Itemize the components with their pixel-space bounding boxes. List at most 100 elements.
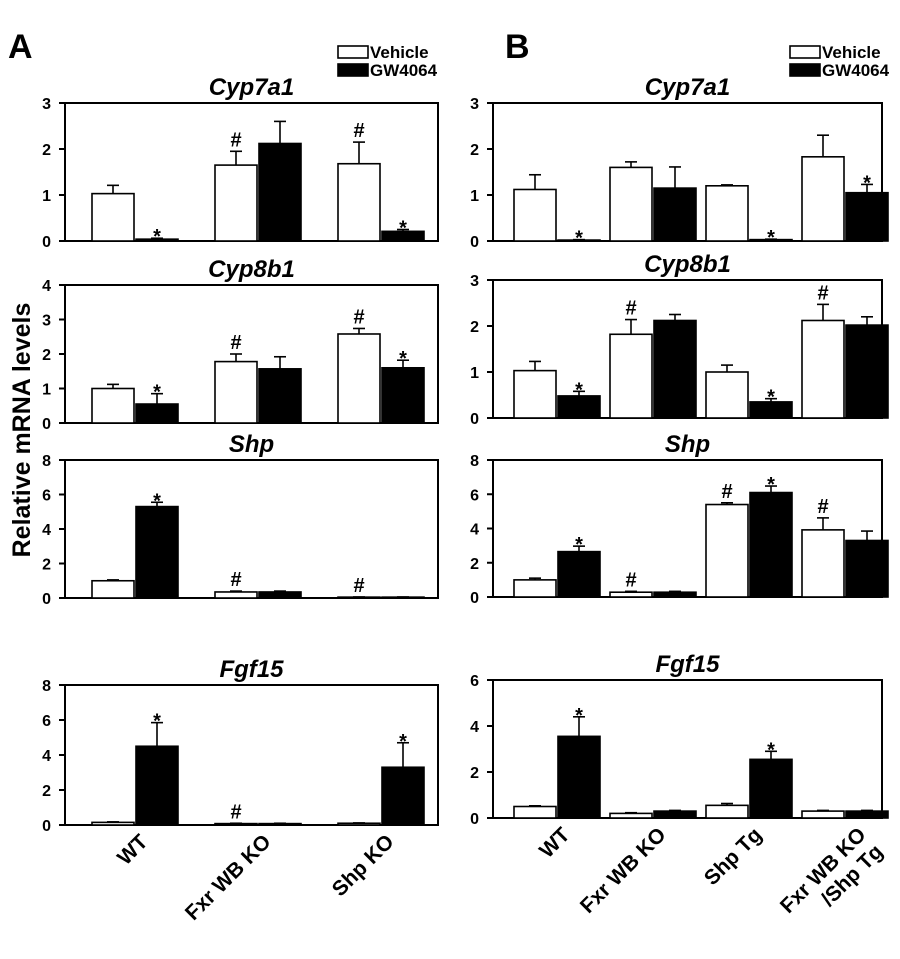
bar-gw4064	[557, 550, 601, 598]
significance-asterisk: *	[575, 228, 583, 250]
significance-asterisk: *	[153, 711, 161, 733]
bar-vehicle	[214, 591, 258, 599]
significance-asterisk: *	[153, 226, 161, 248]
significance-asterisk: *	[767, 387, 775, 409]
y-tick-label: 2	[42, 142, 51, 159]
bar-vehicle	[705, 804, 749, 819]
category-label: WT	[113, 830, 152, 869]
legend-label-vehicle-a: Vehicle	[370, 43, 429, 62]
chart-a-cyp8b1: Cyp8b1 0 1 2 3 4 * # # *	[42, 256, 439, 433]
y-tick-label: 1	[42, 188, 51, 205]
significance-asterisk: *	[575, 705, 583, 727]
y-tick-label: 3	[42, 96, 51, 113]
significance-hash: #	[721, 481, 732, 503]
y-tick-label: 0	[42, 234, 51, 251]
bar-gw4064	[845, 539, 889, 598]
panel-letter-b: B	[505, 28, 530, 66]
bar-vehicle	[801, 810, 845, 819]
y-tick-label: 0	[42, 591, 51, 608]
bar-vehicle	[214, 360, 258, 424]
y-tick-label: 0	[470, 590, 479, 607]
bar-gw4064	[135, 745, 179, 826]
legend-swatch-vehicle-a	[337, 45, 369, 59]
bar-gw4064	[381, 366, 425, 424]
bar-vehicle	[91, 579, 135, 599]
y-tick-label: 2	[470, 765, 479, 782]
bar-vehicle	[801, 529, 845, 598]
bar-gw4064	[258, 591, 302, 599]
significance-hash: #	[817, 496, 828, 518]
significance-asterisk: *	[153, 490, 161, 512]
chart-title: Cyp7a1	[209, 74, 294, 101]
bar-vehicle	[705, 185, 749, 242]
significance-asterisk: *	[153, 382, 161, 404]
significance-hash: #	[353, 120, 364, 142]
bar-gw4064	[557, 735, 601, 819]
bar-gw4064	[135, 403, 179, 424]
legend-label-vehicle-b: Vehicle	[822, 43, 881, 62]
legend-label-gw4064-a: GW4064	[370, 61, 438, 80]
chart-a-cyp7a1: Cyp7a1 0 1 2 3 * # # *	[42, 74, 439, 251]
chart-title: Shp	[665, 431, 710, 458]
significance-hash: #	[230, 129, 241, 151]
bar-vehicle	[91, 387, 135, 424]
y-tick-label: 1	[470, 188, 479, 205]
significance-asterisk: *	[575, 379, 583, 401]
y-tick-label: 0	[470, 234, 479, 251]
bar-vehicle	[609, 166, 653, 242]
y-tick-label: 0	[42, 416, 51, 433]
significance-asterisk: *	[767, 474, 775, 496]
bar-vehicle	[609, 591, 653, 598]
bar-vehicle	[705, 371, 749, 419]
significance-hash: #	[353, 306, 364, 328]
plot-frame	[492, 679, 883, 819]
bar-vehicle	[513, 188, 557, 242]
y-tick-label: 6	[42, 488, 51, 505]
bar-gw4064	[845, 191, 889, 242]
bar-vehicle	[801, 319, 845, 419]
significance-asterisk: *	[575, 534, 583, 556]
chart-title: Fgf15	[219, 656, 284, 683]
significance-hash: #	[230, 801, 241, 823]
y-tick-label: 6	[470, 487, 479, 504]
significance-asterisk: *	[399, 348, 407, 370]
bar-vehicle	[337, 333, 381, 424]
y-tick-label: 4	[42, 522, 51, 539]
significance-asterisk: *	[399, 218, 407, 240]
bar-gw4064	[653, 591, 697, 598]
y-tick-label: 3	[42, 313, 51, 330]
bar-vehicle	[513, 805, 557, 819]
y-tick-label: 0	[470, 811, 479, 828]
legend-label-gw4064-b: GW4064	[822, 61, 890, 80]
y-tick-label: 8	[42, 678, 51, 695]
bar-gw4064	[749, 758, 793, 819]
y-tick-label: 1	[42, 382, 51, 399]
bar-gw4064	[381, 766, 425, 826]
significance-hash: #	[625, 569, 636, 591]
y-tick-label: 3	[470, 96, 479, 113]
y-axis-label: Relative mRNA levels	[8, 303, 36, 558]
category-label: Fxr WB KO	[576, 823, 671, 918]
significance-hash: #	[353, 575, 364, 597]
legend-swatch-gw4064-a	[337, 63, 369, 77]
bar-gw4064	[653, 810, 697, 819]
bar-vehicle	[337, 162, 381, 242]
bar-vehicle	[513, 369, 557, 419]
y-tick-label: 3	[470, 273, 479, 290]
bar-vehicle	[91, 192, 135, 242]
y-tick-label: 6	[470, 673, 479, 690]
chart-title: Cyp8b1	[208, 256, 295, 283]
category-label: Fxr WB KO/Shp Tg	[776, 823, 888, 935]
bar-gw4064	[135, 505, 179, 599]
bar-vehicle	[609, 812, 653, 819]
chart-b-shp: Shp 0 2 4 6 8 * # # * #	[470, 431, 889, 607]
bar-gw4064	[258, 142, 302, 242]
chart-title: Fgf15	[655, 651, 720, 678]
bar-vehicle	[214, 164, 258, 242]
bar-vehicle	[91, 821, 135, 826]
chart-title: Shp	[229, 431, 274, 458]
chart-b-cyp8b1: Cyp8b1 0 1 2 3 * # * #	[470, 251, 889, 428]
y-tick-label: 2	[470, 319, 479, 336]
y-tick-label: 6	[42, 713, 51, 730]
legend-swatch-vehicle-b	[789, 45, 821, 59]
